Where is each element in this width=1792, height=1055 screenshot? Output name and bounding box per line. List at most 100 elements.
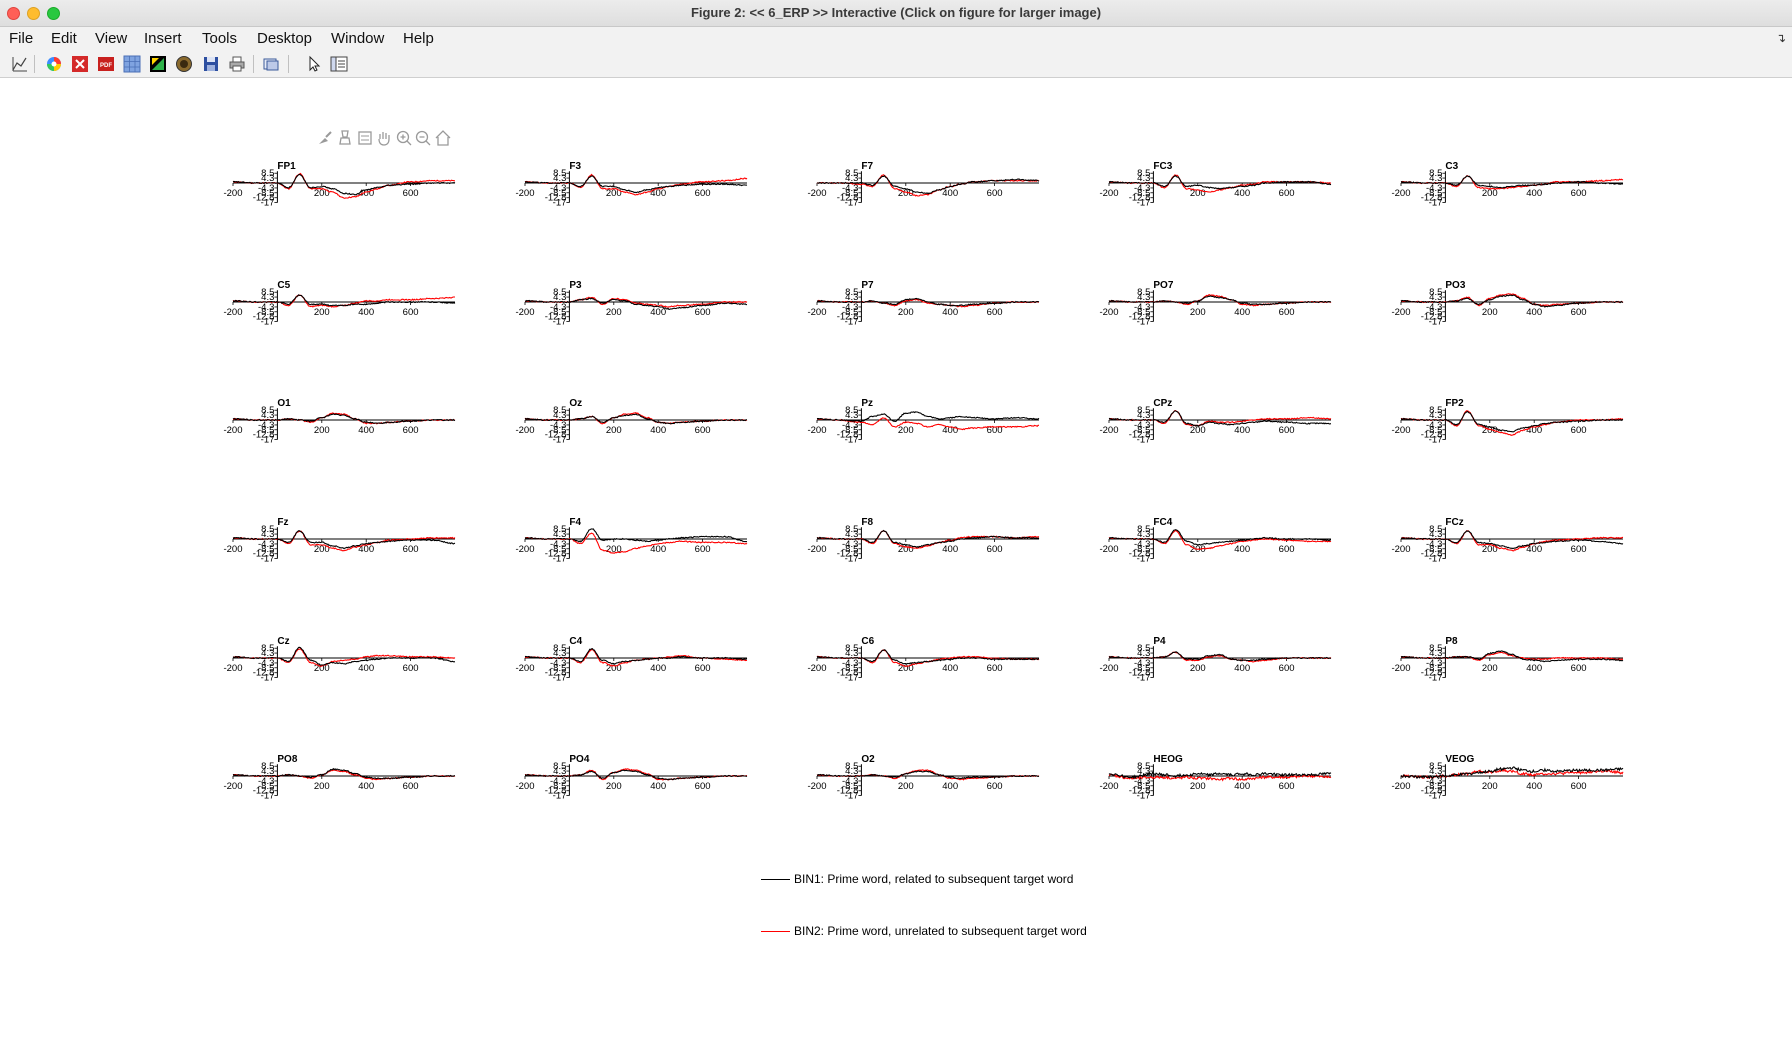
color-wheel-icon[interactable]	[45, 55, 63, 73]
menu-desktop[interactable]: Desktop	[257, 30, 313, 47]
erp-subplot-fz: 8.54.3-4.3-8.5-12.8-17 -200 200 400 600 Fz	[223, 517, 456, 565]
brush-icon[interactable]	[316, 129, 334, 147]
x-tick-label: -200	[807, 307, 826, 318]
menu-insert[interactable]: Insert	[144, 30, 182, 47]
y-tick-label: -8.5	[258, 307, 274, 318]
y-tick-label: 8.5	[261, 643, 274, 654]
x-tick-label: 400	[1234, 781, 1250, 792]
erp-subplot-p4: 8.54.3-4.3-8.5-12.8-17 -200 200 400 600 P4	[1099, 636, 1332, 684]
y-tick-label: -8.5	[258, 425, 274, 436]
waveform-bin1	[1400, 410, 1624, 433]
waveform-bin1	[816, 175, 1040, 195]
x-tick-label: 600	[1279, 544, 1295, 555]
y-tick-label: -8.5	[842, 425, 858, 436]
zoom-in-icon[interactable]	[395, 129, 413, 147]
x-tick-label: 400	[1234, 307, 1250, 318]
channel-label: Cz	[277, 636, 289, 647]
legend-icon[interactable]	[356, 129, 374, 147]
close-window-button[interactable]	[7, 7, 20, 20]
copy-figure-icon[interactable]	[262, 55, 280, 73]
x-tick-label: 600	[403, 781, 419, 792]
pointer-icon[interactable]	[305, 55, 323, 73]
y-tick-label: -17	[261, 673, 275, 684]
window-title: Figure 2: << 6_ERP >> Interactive (Click…	[690, 5, 1102, 20]
x-tick-label: 600	[987, 663, 1003, 674]
erp-plot-grid: 8.54.3-4.3-8.5-12.8-17-200 200 400 600FP18.…	[223, 161, 1624, 802]
y-tick-label: -8.5	[842, 663, 858, 674]
property-editor-icon[interactable]	[330, 55, 348, 73]
erp-subplot-f8: 8.54.3-4.3-8.5-12.8-17 -200 200 400 600 F8	[807, 517, 1040, 565]
close-figure-icon[interactable]	[71, 55, 89, 73]
y-tick-label: 8.5	[845, 643, 858, 654]
x-tick-label: 400	[358, 307, 374, 318]
menu-bar: File Edit View Insert Tools Desktop Wind…	[0, 27, 1792, 51]
channel-label: CPz	[1153, 398, 1172, 409]
grid-icon[interactable]	[123, 55, 141, 73]
zoom-out-icon[interactable]	[414, 129, 432, 147]
menu-help[interactable]: Help	[403, 30, 434, 47]
y-tick-label: -17	[1137, 317, 1151, 328]
x-tick-label: 600	[1571, 663, 1587, 674]
data-tip-icon[interactable]	[336, 129, 354, 147]
y-tick-label: -4.3	[258, 302, 274, 313]
menu-tools[interactable]: Tools	[202, 30, 238, 47]
y-tick-label: -4.3	[550, 302, 566, 313]
y-tick-label: -8.5	[258, 188, 274, 199]
home-icon[interactable]	[434, 129, 452, 147]
y-tick-label: -17	[553, 317, 567, 328]
y-tick-label: 4.3	[845, 173, 858, 184]
channel-label: Oz	[569, 398, 582, 409]
erp-subplot-c5: 8.54.3-4.3-8.5-12.8-17 -200 200 400 600 C5	[223, 280, 456, 328]
print-icon[interactable]	[228, 55, 246, 73]
y-tick-label: 8.5	[1137, 524, 1150, 535]
x-tick-label: 400	[650, 188, 666, 199]
y-tick-label: 8.5	[845, 405, 858, 416]
x-tick-label: -200	[515, 663, 534, 674]
pdf-icon[interactable]: PDF	[97, 55, 115, 73]
x-tick-label: -200	[807, 781, 826, 792]
x-tick-label: -200	[223, 663, 242, 674]
y-tick-label: 4.3	[553, 292, 566, 303]
x-tick-label: 600	[695, 544, 711, 555]
y-tick-label: 4.3	[845, 766, 858, 777]
channel-label: FCz	[1445, 517, 1463, 528]
line-plot-icon[interactable]	[11, 55, 29, 73]
target-icon[interactable]	[175, 55, 193, 73]
menu-view[interactable]: View	[95, 30, 128, 47]
x-tick-label: 600	[403, 188, 419, 199]
y-tick-label: -17	[261, 198, 275, 209]
x-tick-label: 400	[358, 781, 374, 792]
x-tick-label: 600	[1279, 425, 1295, 436]
pan-icon[interactable]	[375, 129, 393, 147]
menu-file[interactable]: File	[9, 30, 34, 47]
y-tick-label: -8.5	[1426, 544, 1442, 555]
figure-canvas[interactable]: 8.5 4.3 -4.3 -8.5 -12.8 -17 -200 200 400 600 FP1 8.…	[0, 78, 1792, 1055]
y-tick-label: -4.3	[1134, 302, 1150, 313]
x-tick-label: 400	[1526, 544, 1542, 555]
waveform-bin1	[1400, 650, 1624, 663]
y-tick-label: 8.5	[1137, 168, 1150, 179]
maximize-window-button[interactable]	[47, 7, 60, 20]
y-tick-label: -8.5	[1426, 188, 1442, 199]
y-tick-label: 8.5	[261, 761, 274, 772]
y-tick-label: 8.5	[1429, 287, 1442, 298]
legend-swatch-bin2	[761, 931, 790, 932]
menu-window[interactable]: Window	[331, 30, 385, 47]
y-tick-label: 4.3	[1137, 529, 1150, 540]
x-tick-label: 600	[403, 307, 419, 318]
y-tick-label: -4.3	[550, 776, 566, 787]
channel-label: Pz	[861, 398, 873, 409]
legend-label-bin2: BIN2: Prime word, unrelated to subsequen…	[794, 924, 1087, 938]
x-tick-label: 200	[314, 425, 330, 436]
y-tick-label: -4.3	[258, 183, 274, 194]
save-icon[interactable]	[202, 55, 220, 73]
minimize-window-button[interactable]	[27, 7, 40, 20]
image-edit-icon[interactable]	[149, 55, 167, 73]
waveform-bin1	[1108, 175, 1332, 190]
dock-arrow-icon[interactable]: ↴	[1775, 31, 1786, 45]
y-tick-label: 8.5	[553, 287, 566, 298]
x-tick-label: 400	[1234, 425, 1250, 436]
x-tick-label: -200	[807, 544, 826, 555]
menu-edit[interactable]: Edit	[51, 30, 77, 47]
